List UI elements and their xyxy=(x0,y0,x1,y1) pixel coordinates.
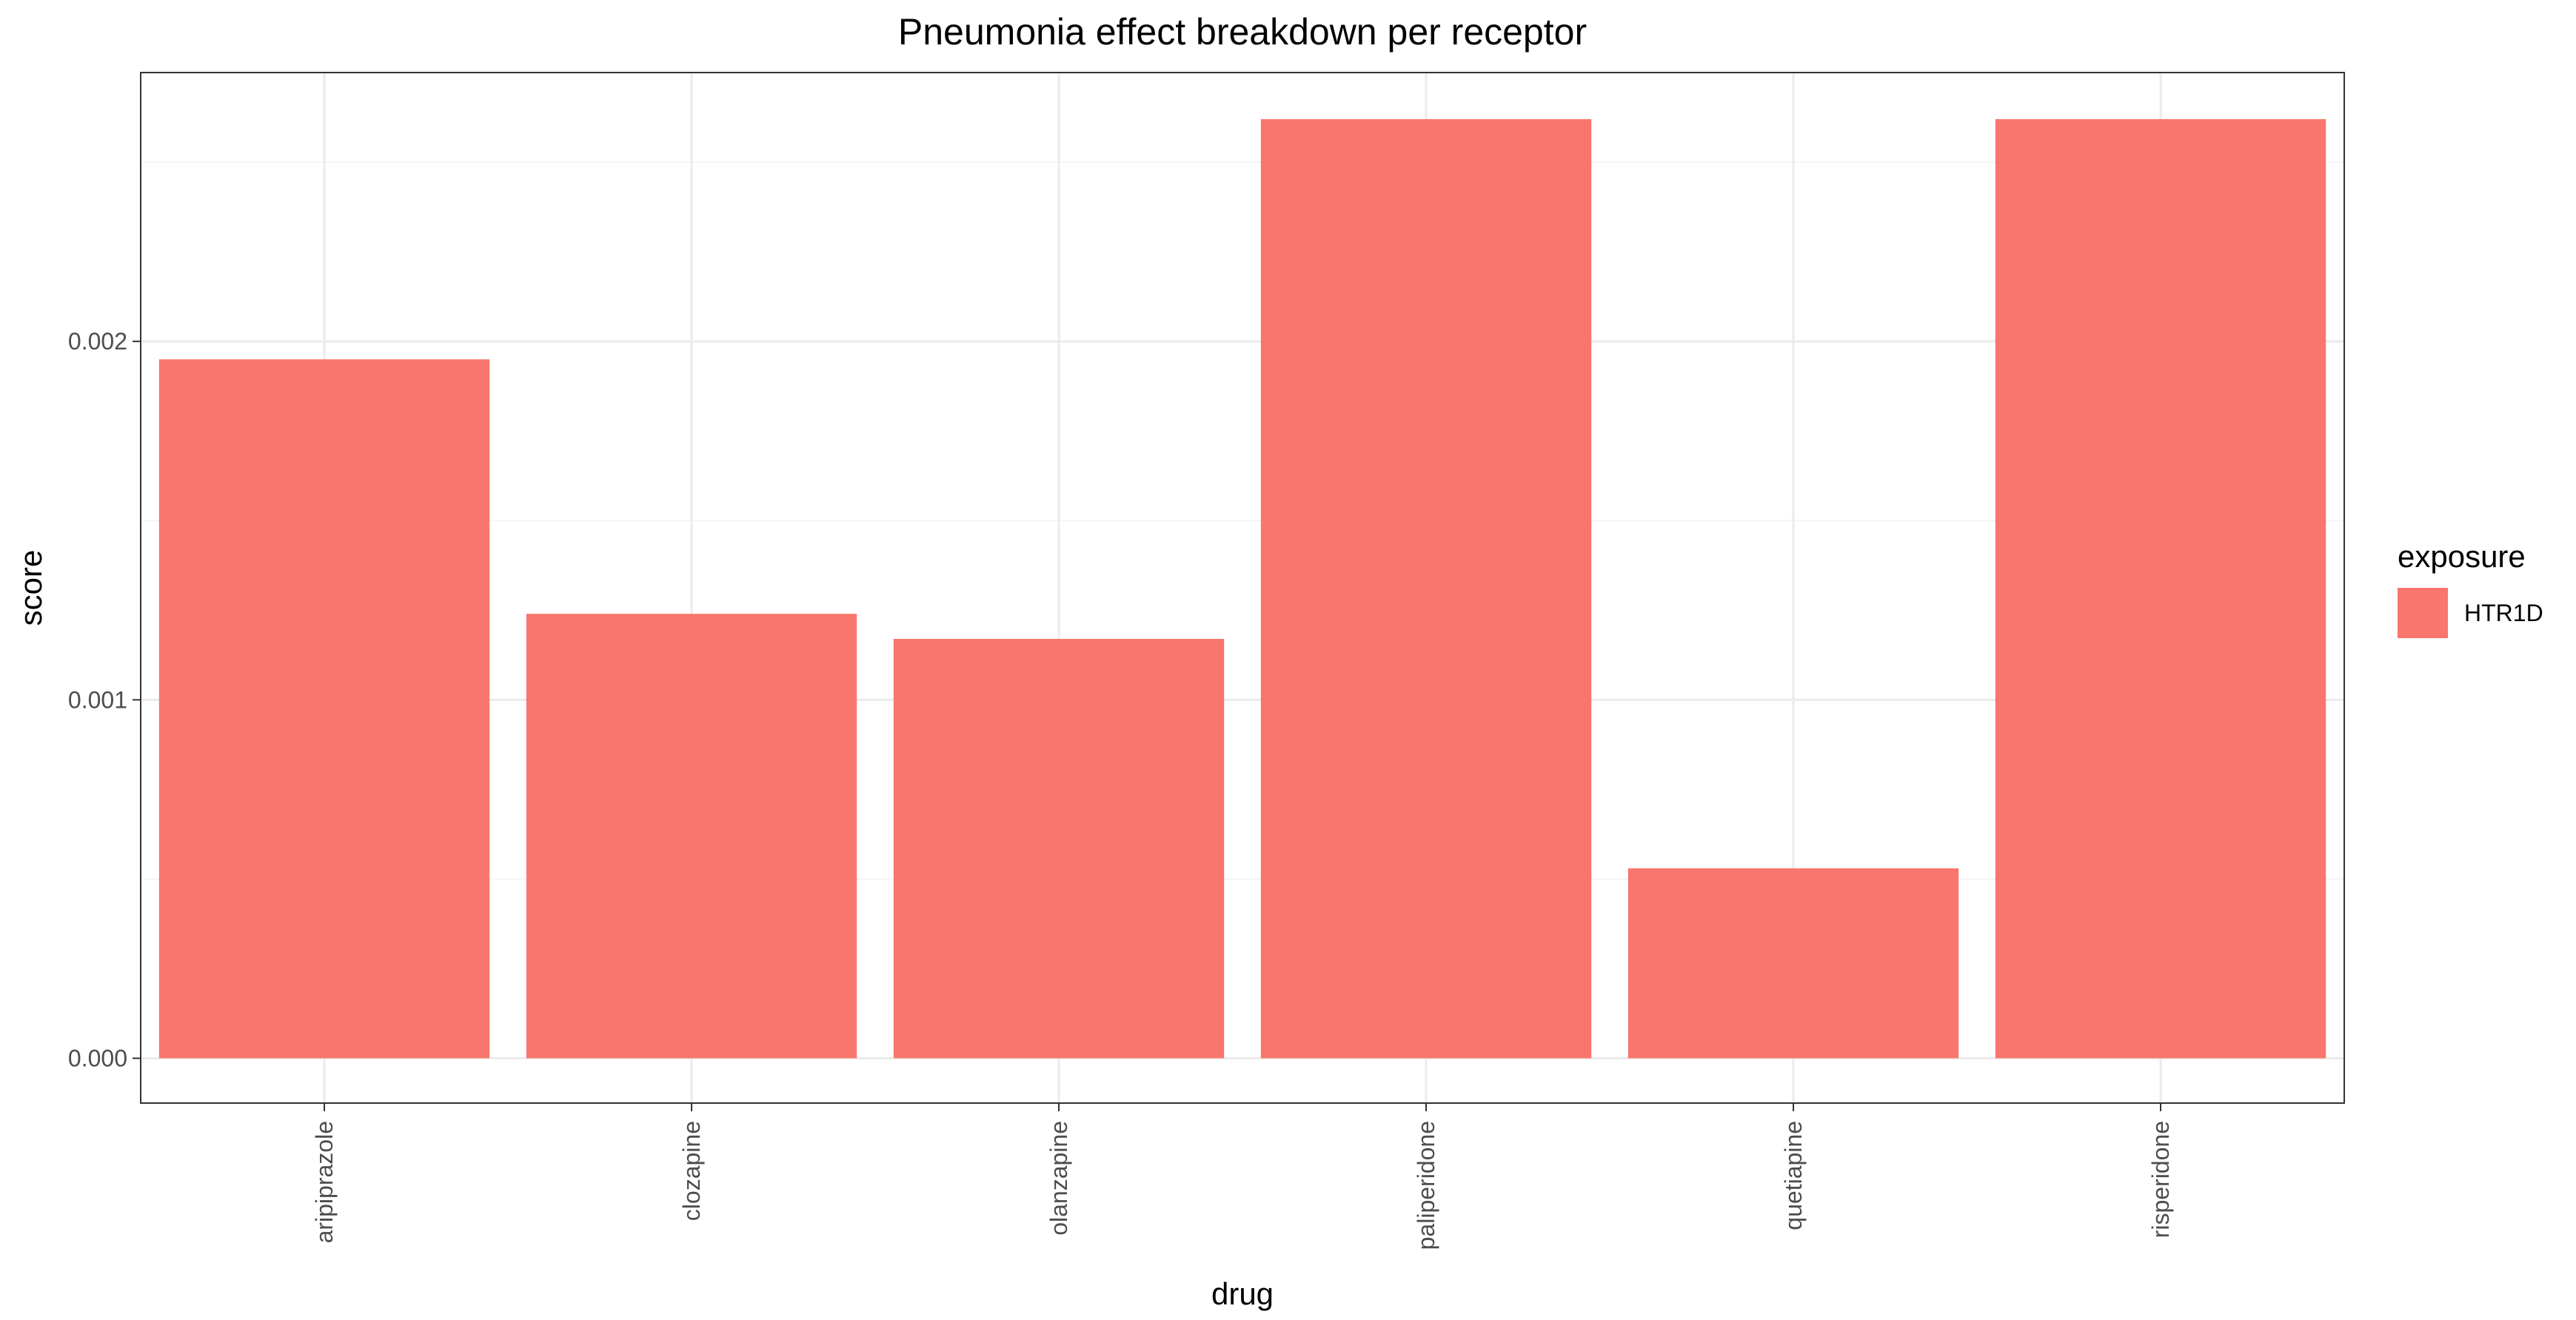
x-axis-title: drug xyxy=(1211,1276,1274,1311)
y-tick-label: 0.002 xyxy=(68,328,127,355)
x-tick-label: olanzapine xyxy=(1046,1121,1072,1236)
bar-aripiprazole xyxy=(158,359,490,1059)
x-tick-label: risperidone xyxy=(2147,1121,2174,1238)
chart-title: Pneumonia effect breakdown per receptor xyxy=(898,11,1587,53)
legend-title: exposure xyxy=(2398,539,2526,574)
bar-quetiapine xyxy=(1627,868,1959,1059)
y-axis-title: score xyxy=(13,550,48,626)
x-tick-label: aripiprazole xyxy=(311,1121,338,1243)
panel-border xyxy=(140,72,2345,1104)
x-tick-label: paliperidone xyxy=(1413,1121,1439,1250)
y-tick-label: 0.001 xyxy=(68,686,127,713)
legend-key xyxy=(2398,588,2448,638)
bars xyxy=(158,118,2326,1059)
y-axis: 0.000 0.001 0.002 xyxy=(68,328,141,1071)
bar-paliperidone xyxy=(1260,118,1592,1059)
legend-label: HTR1D xyxy=(2464,600,2543,626)
y-tick-label: 0.000 xyxy=(68,1045,127,1071)
legend: exposure HTR1D xyxy=(2398,539,2543,638)
legend-items: HTR1D xyxy=(2398,588,2543,638)
plot-panel xyxy=(140,72,2345,1104)
bar-risperidone xyxy=(1995,118,2326,1059)
bar-olanzapine xyxy=(893,638,1225,1059)
bar-clozapine xyxy=(526,614,857,1059)
x-tick-label: clozapine xyxy=(678,1121,705,1221)
x-tick-label: quetiapine xyxy=(1780,1121,1807,1230)
x-axis: aripiprazole clozapine olanzapine paliperid… xyxy=(311,1103,2174,1250)
